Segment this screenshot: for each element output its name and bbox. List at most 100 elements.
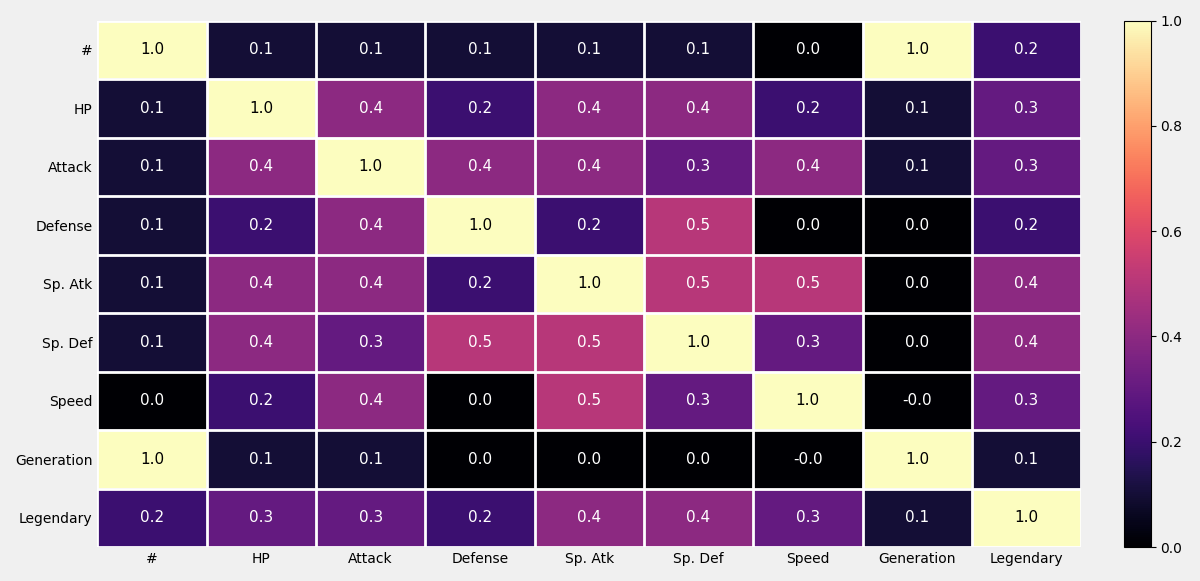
Text: 0.1: 0.1 [140, 335, 164, 350]
Bar [534, 138, 644, 196]
Bar [972, 372, 1081, 430]
Bar [972, 79, 1081, 138]
Text: 0.0: 0.0 [686, 452, 710, 467]
Bar [754, 430, 863, 489]
Text: 0.1: 0.1 [140, 277, 164, 291]
Bar [425, 313, 534, 372]
Text: 0.0: 0.0 [905, 335, 929, 350]
Text: 0.3: 0.3 [359, 335, 383, 350]
Bar [863, 372, 972, 430]
Bar [644, 138, 754, 196]
Text: 0.4: 0.4 [359, 393, 383, 408]
Text: 0.0: 0.0 [796, 42, 820, 58]
Bar [316, 79, 425, 138]
Text: 0.4: 0.4 [686, 101, 710, 116]
Bar [534, 254, 644, 313]
Bar [534, 79, 644, 138]
Bar [206, 20, 316, 79]
Text: 0.2: 0.2 [250, 218, 274, 233]
Bar [425, 430, 534, 489]
Text: 0.2: 0.2 [250, 393, 274, 408]
Bar [316, 138, 425, 196]
Text: 1.0: 1.0 [1014, 510, 1038, 525]
Text: 0.5: 0.5 [577, 393, 601, 408]
Text: 0.1: 0.1 [1014, 452, 1038, 467]
Text: 0.4: 0.4 [796, 159, 820, 174]
Bar [754, 196, 863, 254]
Bar [316, 489, 425, 547]
Text: 0.1: 0.1 [250, 42, 274, 58]
Bar [644, 196, 754, 254]
Text: 0.4: 0.4 [468, 159, 492, 174]
Bar [863, 138, 972, 196]
Bar [972, 20, 1081, 79]
Bar [425, 20, 534, 79]
Text: 0.4: 0.4 [359, 218, 383, 233]
Text: 0.0: 0.0 [905, 218, 929, 233]
Text: 0.0: 0.0 [577, 452, 601, 467]
Bar [206, 79, 316, 138]
Text: 0.0: 0.0 [468, 393, 492, 408]
Text: 1.0: 1.0 [250, 101, 274, 116]
Bar [534, 313, 644, 372]
Text: 0.4: 0.4 [250, 335, 274, 350]
Text: 0.2: 0.2 [1014, 218, 1038, 233]
Text: 0.3: 0.3 [1014, 393, 1038, 408]
Text: 0.3: 0.3 [796, 335, 820, 350]
Bar [972, 196, 1081, 254]
Bar [425, 372, 534, 430]
Text: 0.3: 0.3 [1014, 159, 1038, 174]
Bar [863, 196, 972, 254]
Text: 0.4: 0.4 [359, 101, 383, 116]
Text: 0.1: 0.1 [250, 452, 274, 467]
Bar [206, 430, 316, 489]
Text: 0.5: 0.5 [468, 335, 492, 350]
Bar [534, 489, 644, 547]
Bar [972, 430, 1081, 489]
Bar [754, 489, 863, 547]
Bar [97, 79, 206, 138]
Text: 0.2: 0.2 [577, 218, 601, 233]
Text: 0.4: 0.4 [577, 159, 601, 174]
Text: 0.1: 0.1 [140, 101, 164, 116]
Bar [425, 489, 534, 547]
Text: 0.1: 0.1 [905, 101, 929, 116]
Text: 1.0: 1.0 [140, 42, 164, 58]
Text: -0.0: -0.0 [793, 452, 823, 467]
Text: 0.1: 0.1 [468, 42, 492, 58]
Text: 0.5: 0.5 [686, 277, 710, 291]
Bar [534, 430, 644, 489]
Bar [534, 372, 644, 430]
Text: 0.5: 0.5 [796, 277, 820, 291]
Bar [644, 79, 754, 138]
Bar [534, 196, 644, 254]
Text: 0.0: 0.0 [468, 452, 492, 467]
Bar [972, 489, 1081, 547]
Text: 0.2: 0.2 [140, 510, 164, 525]
Bar [863, 254, 972, 313]
Bar [534, 20, 644, 79]
Bar [972, 138, 1081, 196]
Text: 0.2: 0.2 [468, 101, 492, 116]
Bar [425, 138, 534, 196]
Bar [972, 254, 1081, 313]
Bar [425, 196, 534, 254]
Text: 1.0: 1.0 [686, 335, 710, 350]
Bar [863, 430, 972, 489]
Text: 1.0: 1.0 [577, 277, 601, 291]
Text: 0.5: 0.5 [577, 335, 601, 350]
Text: 0.1: 0.1 [140, 159, 164, 174]
Bar [206, 489, 316, 547]
Text: 0.4: 0.4 [577, 101, 601, 116]
Text: 1.0: 1.0 [905, 42, 929, 58]
Bar [863, 20, 972, 79]
Text: 1.0: 1.0 [468, 218, 492, 233]
Text: 0.0: 0.0 [140, 393, 164, 408]
Bar [97, 138, 206, 196]
Bar [754, 79, 863, 138]
Text: 0.3: 0.3 [1014, 101, 1038, 116]
Bar [97, 254, 206, 313]
Text: 0.3: 0.3 [359, 510, 383, 525]
Bar [206, 313, 316, 372]
Text: 0.3: 0.3 [686, 159, 710, 174]
